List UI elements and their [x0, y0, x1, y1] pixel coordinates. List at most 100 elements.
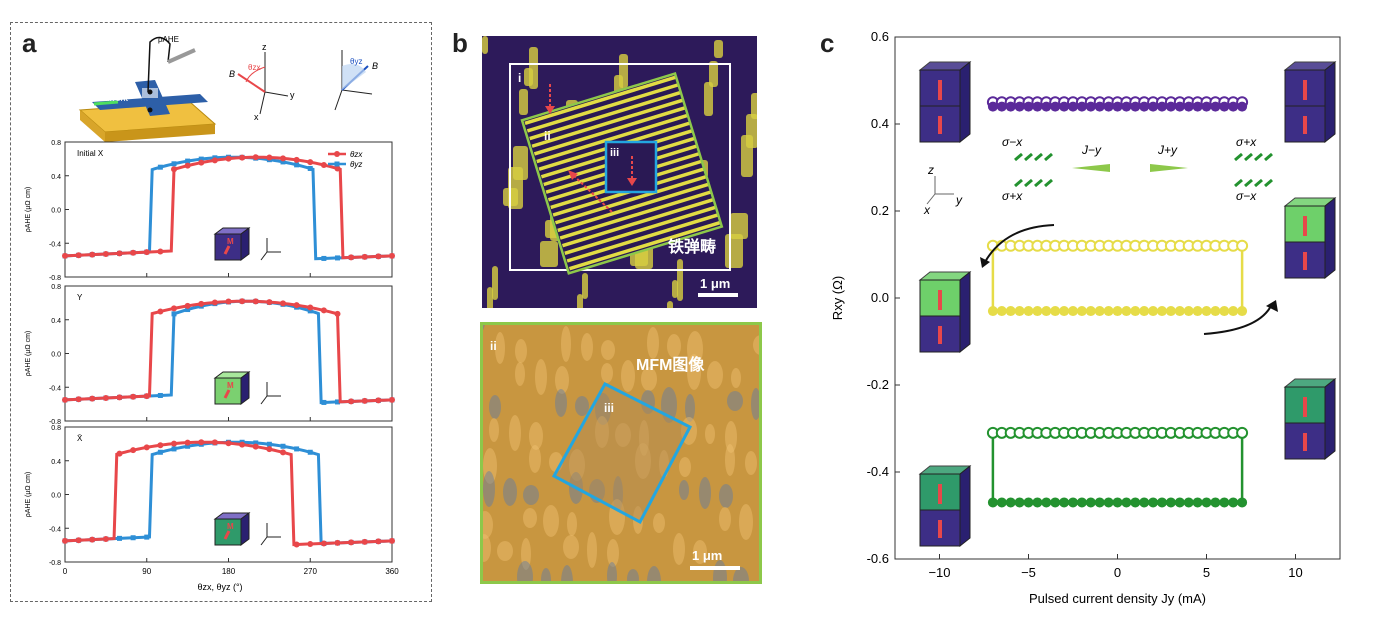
mfm-texture-blob	[705, 424, 715, 444]
mfm-texture-blob	[497, 541, 513, 561]
mfm-texture-blob	[725, 421, 737, 453]
filled-point	[1130, 101, 1141, 112]
panel-a-figure: Current ρAHE z y x B θzx B θyz 0.8 0.4 0.0…	[25, 35, 399, 592]
filled-point	[1183, 306, 1194, 317]
cube-side-face	[240, 371, 250, 405]
mfm-texture-blob	[529, 445, 541, 473]
mfm-texture-blob	[607, 562, 617, 584]
filled-point	[1139, 306, 1150, 317]
data-point	[211, 439, 218, 446]
filled-point	[1121, 306, 1132, 317]
mfm-texture-blob	[653, 513, 665, 533]
filled-point	[1192, 306, 1203, 317]
label-i: i	[518, 71, 521, 85]
mini-axis-x	[260, 536, 268, 546]
mfm-texture-blob	[515, 339, 527, 363]
y-tick-label: -0.2	[867, 377, 889, 392]
magnetization-arrow	[223, 389, 231, 399]
data-point	[171, 305, 177, 312]
filled-point	[1094, 306, 1105, 317]
mfm-texture-blob	[733, 567, 749, 584]
spin-arrow	[1044, 152, 1053, 162]
loop-yellow	[991, 244, 1244, 313]
filled-point	[1130, 306, 1141, 317]
spin-arrow	[1254, 178, 1263, 188]
data-point	[307, 308, 313, 314]
x-tick-label: −5	[1021, 565, 1036, 580]
filled-point	[996, 497, 1007, 508]
filled-point	[1192, 101, 1203, 112]
filled-point	[1032, 101, 1043, 112]
current-label: Current	[98, 93, 129, 103]
filled-point	[1210, 306, 1221, 317]
mfm-texture-blob	[523, 508, 537, 528]
filled-point	[1174, 101, 1185, 112]
data-point	[321, 399, 327, 405]
top-scale-label: 1 μm	[700, 276, 730, 291]
filled-point	[1201, 306, 1212, 317]
filled-point	[1112, 101, 1123, 112]
data-point	[320, 162, 327, 169]
filled-point	[1183, 101, 1194, 112]
magnetization-arrow	[223, 245, 231, 255]
mfm-texture-blob	[489, 395, 501, 419]
filled-point	[1032, 497, 1043, 508]
data-point	[307, 159, 314, 166]
data-point	[320, 540, 327, 547]
data-point	[62, 537, 68, 544]
inner-domain-stripe	[557, 182, 710, 233]
filled-point	[1076, 306, 1087, 317]
data-point	[375, 397, 382, 404]
panel-c-letter: c	[820, 28, 835, 58]
magnetization-arrow	[223, 530, 231, 540]
data-point	[225, 440, 232, 447]
device-schematic: Current ρAHE	[78, 35, 217, 142]
filled-point	[1059, 101, 1070, 112]
mfm-scale-bar	[690, 566, 740, 570]
data-point	[157, 308, 164, 315]
mfm-texture-blob	[555, 389, 567, 417]
data-point	[117, 535, 122, 541]
filled-point	[1085, 101, 1096, 112]
data-point	[102, 395, 109, 402]
subplot-ylabel: ρAHE (μΩ cm)	[25, 472, 32, 518]
theta-zx-axes: z y x B θzx	[229, 42, 295, 122]
data-point	[102, 251, 109, 258]
filled-point	[1068, 497, 1078, 508]
y-tick-label: 0.8	[51, 425, 61, 432]
data-point	[184, 162, 191, 169]
inner-domain-stripe	[529, 90, 682, 141]
cube-icon-green-left-side	[959, 464, 971, 548]
filled-point	[1165, 306, 1176, 317]
mini-axis-x	[926, 193, 936, 205]
label-iii: iii	[610, 147, 619, 159]
data-point	[185, 158, 191, 164]
region-i-box	[509, 63, 731, 271]
data-point	[89, 395, 96, 402]
filled-point	[1165, 497, 1176, 508]
cube-icon-yellow-left-side	[959, 270, 971, 354]
inner-domain-stripe	[531, 98, 684, 148]
mfm-texture-blob	[587, 532, 597, 568]
filled-point	[1228, 306, 1239, 317]
mfm-texture-blob	[529, 422, 543, 450]
y-tick-label: 0.4	[51, 174, 61, 181]
data-point	[307, 165, 313, 171]
filled-point	[1210, 101, 1221, 112]
filled-point	[1237, 497, 1248, 508]
mfm-texture-blob	[693, 540, 707, 564]
data-point	[252, 298, 259, 305]
filled-point	[1103, 101, 1114, 112]
data-point	[116, 250, 123, 257]
data-point	[389, 396, 395, 403]
spin-arrow	[1014, 178, 1023, 188]
axis-y: y	[290, 90, 295, 100]
data-point	[171, 161, 177, 167]
region-iii-box	[604, 140, 658, 194]
cube-m-label: M	[227, 381, 234, 390]
c-xlabel: Pulsed current density Jy (mA)	[1029, 591, 1206, 606]
x-tick-label: 180	[222, 567, 236, 576]
mfm-texture-blob	[719, 507, 731, 531]
data-point	[361, 397, 368, 404]
inner-domain-stripe	[559, 190, 712, 240]
